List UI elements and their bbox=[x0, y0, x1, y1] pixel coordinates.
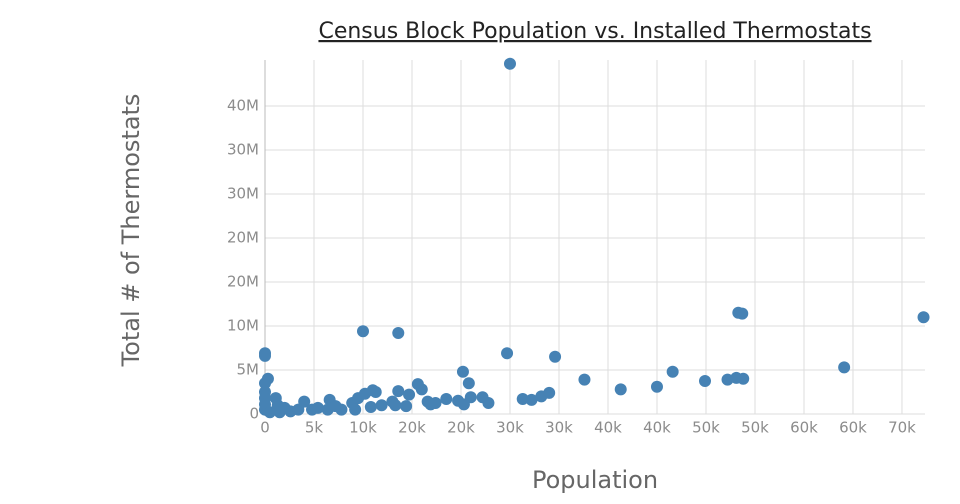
x-tick-label: 50k bbox=[692, 419, 720, 437]
point bbox=[549, 350, 562, 363]
x-tick-label: 30k bbox=[545, 419, 573, 437]
x-tick-label: 5k bbox=[305, 419, 324, 437]
x-tick-label: 40k bbox=[594, 419, 622, 437]
point bbox=[389, 399, 402, 412]
y-tick-label: 30M bbox=[227, 141, 259, 159]
point bbox=[737, 372, 750, 385]
x-axis-title: Population bbox=[532, 466, 658, 494]
point bbox=[464, 391, 477, 404]
point bbox=[462, 377, 475, 390]
x-tick-label: 20k bbox=[398, 419, 426, 437]
x-tick-label: 10k bbox=[349, 419, 377, 437]
point bbox=[335, 403, 348, 416]
point bbox=[440, 393, 453, 406]
x-tick-label: 0 bbox=[260, 419, 270, 437]
y-tick-label: 10M bbox=[227, 317, 259, 335]
y-tick-label: 40M bbox=[227, 97, 259, 115]
y-axis-title: Total # of Thermostats bbox=[117, 94, 145, 368]
point bbox=[356, 325, 369, 338]
point bbox=[525, 393, 538, 406]
point bbox=[503, 57, 516, 70]
x-tick-label: 60k bbox=[790, 419, 818, 437]
point bbox=[838, 361, 851, 374]
point bbox=[501, 347, 514, 360]
point bbox=[578, 373, 591, 386]
x-tick-label: 50k bbox=[741, 419, 769, 437]
y-tick-label: 20M bbox=[227, 229, 259, 247]
point bbox=[400, 400, 413, 413]
point bbox=[403, 388, 416, 401]
point bbox=[650, 380, 663, 393]
y-tick-label: 20M bbox=[227, 273, 259, 291]
point bbox=[429, 397, 442, 409]
y-tick-label: 5M bbox=[237, 361, 260, 379]
point bbox=[369, 386, 382, 398]
point bbox=[456, 365, 469, 378]
x-tick-label: 20k bbox=[447, 419, 475, 437]
point bbox=[614, 383, 627, 396]
point bbox=[917, 311, 930, 324]
point bbox=[482, 397, 495, 409]
point bbox=[349, 403, 362, 416]
x-tick-label: 60k bbox=[839, 419, 867, 437]
point bbox=[259, 349, 271, 362]
point bbox=[699, 375, 711, 387]
point bbox=[392, 327, 405, 340]
point bbox=[364, 400, 377, 413]
point bbox=[543, 386, 556, 399]
y-tick-label: 0 bbox=[249, 405, 259, 423]
point bbox=[263, 406, 276, 419]
point bbox=[415, 383, 428, 396]
point bbox=[666, 365, 679, 378]
x-tick-label: 40k bbox=[643, 419, 671, 437]
point bbox=[311, 401, 324, 414]
x-tick-label: 30k bbox=[496, 419, 524, 437]
chart-title: Census Block Population vs. Installed Th… bbox=[318, 19, 871, 44]
point bbox=[298, 395, 311, 408]
x-tick-label: 70k bbox=[888, 419, 916, 437]
point bbox=[736, 307, 749, 320]
point bbox=[259, 377, 271, 390]
point bbox=[516, 393, 529, 406]
point bbox=[375, 399, 388, 412]
y-tick-label: 30M bbox=[227, 185, 259, 203]
point bbox=[392, 385, 405, 398]
